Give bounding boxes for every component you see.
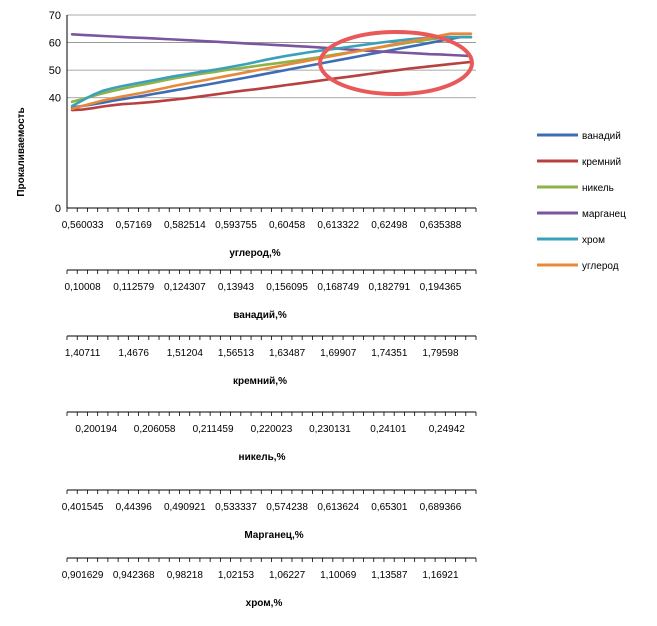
x-tick-label: 0,206058 (134, 424, 176, 435)
x-tick-label: 0,124307 (164, 282, 206, 293)
series-line-0 (70, 35, 473, 109)
x-axes: 0,560033 0,57169 0,582514 0,593755 0,60458 0,… (62, 207, 477, 609)
x-tick-label: 1,74351 (371, 348, 408, 359)
x-tick-label: 0,24101 (370, 424, 407, 435)
x-tick-label: 1,40711 (65, 348, 101, 359)
legend-label: никель (582, 183, 614, 194)
legend-item: кремний (537, 157, 621, 168)
series-line-5 (70, 32, 473, 110)
series-line-4 (70, 35, 473, 108)
y-tick-label: 70 (49, 10, 61, 22)
x-axis-4: 0,401545 0,44396 0,490921 0,533337 0,574238 0… (62, 489, 477, 541)
y-axis-title: Прокаливаемость (16, 107, 27, 196)
x-tick-label: 0,24942 (429, 424, 466, 435)
x-tick-label: 1,13587 (371, 570, 408, 581)
series-lines (70, 32, 473, 112)
y-tick-label: 50 (49, 65, 61, 77)
x-tick-label: 1,56513 (218, 348, 255, 359)
x-tick-label: 0,574238 (266, 502, 308, 513)
x-tick-label: 1,4676 (118, 348, 149, 359)
x-tick-label: 1,69907 (320, 348, 357, 359)
legend-item: марганец (537, 209, 626, 220)
x-tick-label: 0,194365 (420, 282, 462, 293)
x-tick-label: 1,02153 (218, 570, 255, 581)
highlight-annotation (318, 30, 474, 96)
legend-label: кремний (582, 157, 621, 168)
legend-label: хром (582, 235, 605, 246)
series-line-3 (70, 32, 473, 58)
legend-item: углерод (537, 261, 619, 272)
x-tick-label: 0,98218 (167, 570, 204, 581)
x-tick-label: 1,51204 (167, 348, 204, 359)
legend-item: никель (537, 183, 614, 194)
x-tick-label: 1,79598 (422, 348, 459, 359)
legend: ванадий кремний никель марганец хром углерод (537, 131, 626, 272)
x-tick-label: 0,182791 (368, 282, 410, 293)
x-tick-label: 0,13943 (218, 282, 255, 293)
x-axis-title: Марганец,% (244, 530, 303, 541)
x-tick-label: 0,560033 (62, 220, 104, 231)
y-tick-label: 60 (49, 38, 61, 50)
x-axis-title: кремний,% (233, 376, 287, 387)
x-tick-label: 0,901629 (62, 570, 104, 581)
x-tick-label: 0,613322 (317, 220, 359, 231)
x-axis-title: никель,% (239, 452, 286, 463)
x-tick-label: 0,593755 (215, 220, 257, 231)
x-tick-label: 0,156095 (266, 282, 308, 293)
x-tick-label: 0,62498 (371, 220, 408, 231)
x-tick-label: 0,533337 (215, 502, 257, 513)
x-tick-label: 0,65301 (371, 502, 408, 513)
legend-label: марганец (582, 209, 626, 220)
x-tick-label: 0,613624 (317, 502, 359, 513)
x-tick-label: 0,10008 (64, 282, 101, 293)
legend-label: ванадий (582, 131, 621, 142)
x-axis-2: 1,40711 1,4676 1,51204 1,56513 1,63487 1,6990… (65, 335, 477, 387)
x-tick-label: 0,942368 (113, 570, 155, 581)
x-axis-title: хром,% (246, 598, 283, 609)
x-axis-title: углерод,% (229, 248, 280, 259)
x-tick-label: 0,57169 (116, 220, 153, 231)
legend-label: углерод (582, 261, 619, 272)
x-tick-label: 0,200194 (75, 424, 117, 435)
x-tick-label: 0,211459 (193, 424, 234, 435)
y-tick-label: 40 (49, 93, 61, 105)
legend-item: хром (537, 235, 605, 246)
x-tick-label: 1,10069 (320, 570, 357, 581)
y-tick-label: 0 (55, 203, 61, 215)
x-tick-label: 0,490921 (164, 502, 206, 513)
x-tick-label: 0,220023 (251, 424, 293, 435)
x-tick-label: 0,230131 (309, 424, 351, 435)
series-line-1 (70, 60, 473, 112)
x-tick-label: 0,44396 (116, 502, 153, 513)
x-tick-label: 1,06227 (269, 570, 306, 581)
x-tick-label: 0,689366 (420, 502, 462, 513)
x-tick-label: 1,16921 (422, 570, 459, 581)
x-tick-label: 0,112579 (113, 282, 154, 293)
x-tick-label: 0,168749 (317, 282, 359, 293)
x-tick-label: 0,635388 (420, 220, 462, 231)
legend-item: ванадий (537, 131, 621, 142)
x-axis-0: 0,560033 0,57169 0,582514 0,593755 0,60458 0,… (62, 207, 477, 259)
y-axis: 0 40 50 60 70 (49, 10, 68, 215)
x-axis-5: 0,901629 0,942368 0,98218 1,02153 1,06227 1,1… (62, 557, 477, 609)
x-axis-1: 0,10008 0,112579 0,124307 0,13943 0,156095 0,… (64, 269, 477, 321)
highlight-ellipse (318, 30, 474, 96)
x-tick-label: 0,60458 (269, 220, 306, 231)
x-tick-label: 0,582514 (164, 220, 206, 231)
x-axis-3: 0,200194 0,206058 0,211459 0,220023 0,230131… (66, 411, 477, 463)
x-axis-title: ванадий,% (233, 310, 287, 321)
x-tick-label: 1,63487 (269, 348, 306, 359)
x-tick-label: 0,401545 (62, 502, 104, 513)
